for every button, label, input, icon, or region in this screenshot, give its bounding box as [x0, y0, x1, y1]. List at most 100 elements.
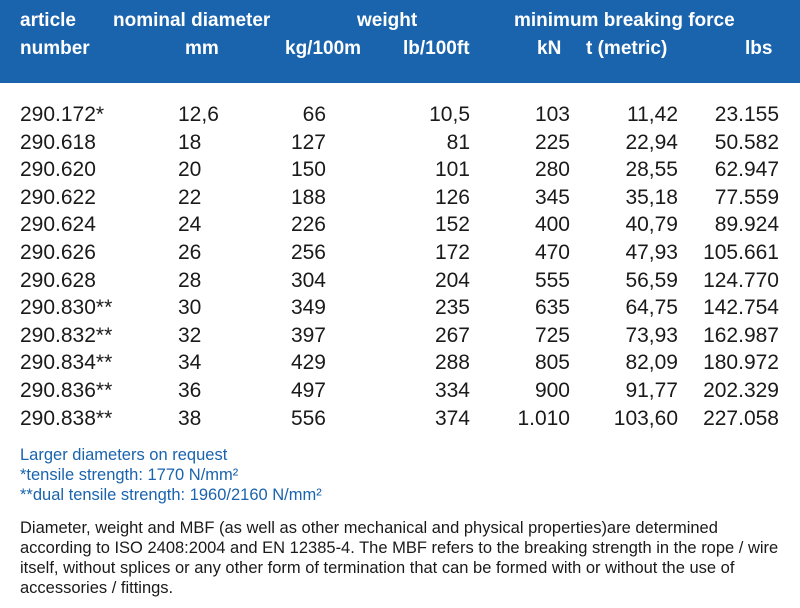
article-cell: 290.626: [20, 240, 96, 264]
diameter-cell: 34: [178, 351, 202, 375]
mbf-lbs-cell: 124.770: [703, 268, 779, 292]
header-weight-kg: kg/100m: [285, 38, 362, 59]
article-cell: 290.624: [20, 213, 96, 237]
table-row: 290.618 18 127 81 225 22,94 50.582: [0, 129, 800, 157]
diameter-cell: 22: [178, 185, 202, 209]
mbf-t-cell: 64,75: [625, 296, 678, 320]
table-row: 290.620 20 150 101 280 28,55 62.947: [0, 156, 800, 184]
mbf-lbs-cell: 62.947: [714, 158, 779, 182]
mbf-lbs-cell: 227.058: [703, 406, 779, 430]
weight-lb-cell: 81: [446, 130, 470, 154]
weight-lb-cell: 10,5: [429, 103, 470, 126]
header-weight: weight: [357, 10, 418, 31]
article-cell: 290.838**: [20, 406, 113, 430]
weight-lb-cell: 288: [434, 351, 470, 375]
diameter-cell: 12,6: [178, 103, 219, 126]
mbf-t-cell: 40,79: [625, 213, 678, 237]
mbf-lbs-cell: 23.155: [714, 103, 779, 126]
header-article-number: number: [20, 38, 90, 59]
article-cell: 290.618: [20, 130, 96, 154]
mbf-lbs-cell: 142.754: [703, 296, 779, 320]
article-cell: 290.622: [20, 185, 96, 209]
mbf-t-cell: 35,18: [625, 185, 678, 209]
header-mbf-kn: kN: [537, 38, 562, 59]
mbf-kn-cell: 635: [534, 296, 570, 320]
article-cell: 290.834**: [20, 351, 113, 375]
weight-kg-cell: 397: [290, 323, 326, 347]
mbf-t-cell: 82,09: [625, 351, 678, 375]
table-row: 290.832** 32 397 267 725 73,93 162.987: [0, 322, 800, 350]
table-row: 290.836** 36 497 334 900 91,77 202.329: [0, 377, 800, 405]
table-header: article number nominal diameter mm weigh…: [0, 0, 800, 83]
table-row: 290.830** 30 349 235 635 64,75 142.754: [0, 294, 800, 322]
table-row: 290.172* 12,6 66 10,5 103 11,42 23.155: [0, 101, 800, 129]
diameter-cell: 28: [178, 268, 202, 292]
weight-lb-cell: 152: [434, 213, 470, 237]
weight-kg-cell: 429: [290, 351, 326, 375]
mbf-lbs-cell: 162.987: [703, 323, 779, 347]
weight-lb-cell: 235: [434, 296, 470, 320]
article-cell: 290.628: [20, 268, 96, 292]
mbf-kn-cell: 345: [534, 185, 570, 209]
article-cell: 290.830**: [20, 296, 113, 320]
mbf-lbs-cell: 202.329: [703, 378, 779, 402]
weight-kg-cell: 127: [290, 130, 326, 154]
mbf-kn-cell: 103: [534, 103, 570, 126]
diameter-cell: 38: [178, 406, 202, 430]
weight-kg-cell: 497: [290, 378, 326, 402]
weight-kg-cell: 349: [290, 296, 326, 320]
mbf-t-cell: 47,93: [625, 240, 678, 264]
note-dual: **dual tensile strength: 1960/2160 N/mm²: [20, 486, 322, 504]
mbf-lbs-cell: 180.972: [703, 351, 779, 375]
mbf-kn-cell: 805: [534, 351, 570, 375]
header-weight-lb: lb/100ft: [403, 38, 470, 59]
table-body: 290.172* 12,6 66 10,5 103 11,42 23.155 290.618 1…: [0, 101, 800, 432]
mbf-lbs-cell: 105.661: [703, 240, 779, 264]
mbf-kn-cell: 470: [534, 240, 570, 264]
mbf-t-cell: 22,94: [625, 130, 678, 154]
header-article: article: [20, 10, 76, 31]
diameter-cell: 24: [178, 213, 202, 237]
weight-kg-cell: 66: [302, 103, 326, 126]
mbf-lbs-cell: 89.924: [714, 213, 779, 237]
mbf-kn-cell: 1.010: [517, 406, 570, 430]
mbf-t-cell: 91,77: [625, 378, 678, 402]
description-paragraph: Diameter, weight and MBF (as well as oth…: [20, 519, 779, 597]
diameter-cell: 18: [178, 130, 202, 154]
mbf-t-cell: 28,55: [625, 158, 678, 182]
header-mbf-lbs: lbs: [745, 38, 773, 59]
diameter-cell: 20: [178, 158, 202, 182]
weight-kg-cell: 188: [290, 185, 326, 209]
note-larger: Larger diameters on request: [20, 446, 228, 464]
mbf-kn-cell: 225: [534, 130, 570, 154]
weight-kg-cell: 304: [290, 268, 326, 292]
article-cell: 290.836**: [20, 378, 113, 402]
diameter-cell: 36: [178, 378, 202, 402]
weight-lb-cell: 172: [434, 240, 470, 264]
header-mbf: minimum breaking force: [514, 10, 735, 31]
diameter-cell: 32: [178, 323, 202, 347]
table-row: 290.624 24 226 152 400 40,79 89.924: [0, 211, 800, 239]
table-row: 290.622 22 188 126 345 35,18 77.559: [0, 184, 800, 212]
weight-lb-cell: 101: [434, 158, 470, 182]
mbf-lbs-cell: 50.582: [714, 130, 779, 154]
weight-lb-cell: 334: [434, 378, 470, 402]
weight-kg-cell: 226: [290, 213, 326, 237]
table-row: 290.626 26 256 172 470 47,93 105.661: [0, 239, 800, 267]
weight-lb-cell: 267: [434, 323, 470, 347]
weight-lb-cell: 204: [434, 268, 470, 292]
article-cell: 290.832**: [20, 323, 113, 347]
mbf-t-cell: 73,93: [625, 323, 678, 347]
diameter-cell: 30: [178, 296, 202, 320]
weight-kg-cell: 556: [290, 406, 326, 430]
diameter-cell: 26: [178, 240, 202, 264]
mbf-t-cell: 56,59: [625, 268, 678, 292]
mbf-kn-cell: 280: [534, 158, 570, 182]
mbf-kn-cell: 725: [534, 323, 570, 347]
header-nominal-diameter: nominal diameter: [113, 10, 271, 31]
article-cell: 290.620: [20, 158, 96, 182]
header-mbf-t: t (metric): [586, 38, 668, 59]
mbf-kn-cell: 900: [534, 378, 570, 402]
mbf-lbs-cell: 77.559: [714, 185, 779, 209]
table-row: 290.834** 34 429 288 805 82,09 180.972: [0, 349, 800, 377]
